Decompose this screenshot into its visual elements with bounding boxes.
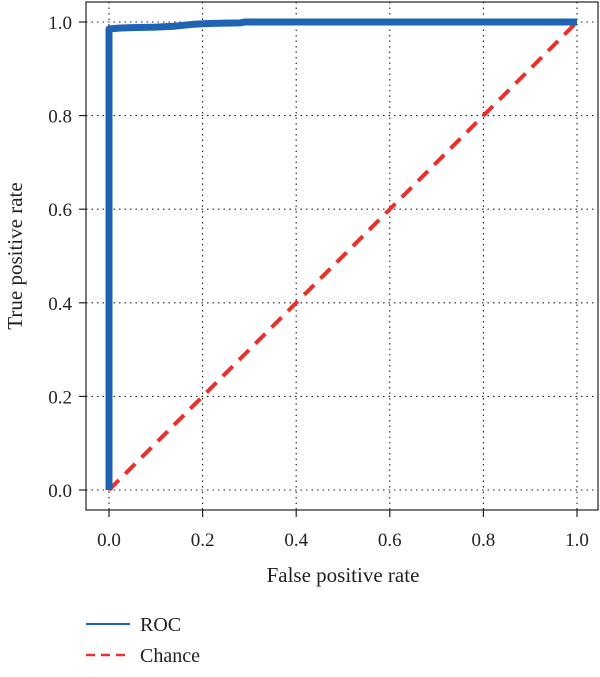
legend-label-roc: ROC <box>140 614 181 636</box>
x-tick-label: 0.4 <box>284 530 308 551</box>
axis-ticks: 0.0 0.2 0.4 0.6 0.8 1.0 0.0 0.2 0.4 0.6 0.8 1.0 <box>48 13 589 551</box>
x-tick-label: 0.6 <box>378 530 402 551</box>
x-tick-label: 0.0 <box>97 530 121 551</box>
x-tick-label: 1.0 <box>565 530 589 551</box>
y-axis-title: True positive rate <box>3 182 27 329</box>
y-tick-label: 0.8 <box>48 107 72 128</box>
y-tick-label: 1.0 <box>48 13 72 34</box>
series-line-roc <box>105 18 577 490</box>
x-tick-label: 0.8 <box>472 530 496 551</box>
plot-frame <box>85 1 599 511</box>
series-line-chance <box>107 20 579 492</box>
legend-label-chance: Chance <box>140 645 200 667</box>
y-tick-label: 0.4 <box>48 294 72 315</box>
y-tick-label: 0.0 <box>48 481 72 502</box>
series-lines <box>105 18 579 492</box>
legend: ROC Chance <box>86 614 200 667</box>
x-tick-label: 0.2 <box>191 530 215 551</box>
x-axis-title: False positive rate <box>267 563 420 587</box>
y-tick-label: 0.2 <box>48 387 72 408</box>
y-tick-label: 0.6 <box>48 200 72 221</box>
